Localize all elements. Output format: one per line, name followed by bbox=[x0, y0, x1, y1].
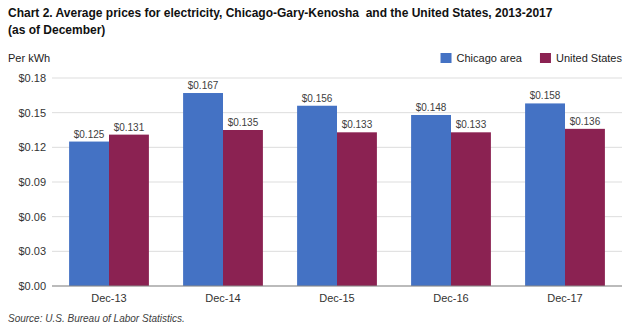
bar bbox=[297, 106, 337, 286]
y-tick-label: $0.12 bbox=[18, 141, 46, 153]
data-label: $0.158 bbox=[530, 90, 561, 101]
data-label: $0.167 bbox=[188, 80, 219, 91]
title: Chart 2. Average prices for electricity,… bbox=[8, 6, 553, 20]
bar bbox=[451, 132, 491, 286]
y-tick-label: $0.00 bbox=[18, 280, 46, 292]
data-label: $0.133 bbox=[456, 119, 487, 130]
data-label: $0.136 bbox=[570, 116, 601, 127]
bar bbox=[223, 130, 263, 286]
grid-line bbox=[52, 78, 622, 79]
grid-line bbox=[52, 286, 622, 287]
y-tick-label: $0.03 bbox=[18, 245, 46, 257]
data-label: $0.148 bbox=[416, 102, 447, 113]
x-tick-label: Dec-13 bbox=[91, 292, 126, 304]
x-tick-label: Dec-17 bbox=[547, 292, 582, 304]
bar bbox=[411, 115, 451, 286]
bar bbox=[525, 103, 565, 286]
data-labels: $0.125 $0.167 $0.156 $0.148 $0.158 $0.131 $0.1… bbox=[74, 80, 601, 140]
legend: United States Chicago area bbox=[441, 52, 623, 64]
y-tick-label: $0.18 bbox=[18, 72, 46, 84]
data-label: $0.133 bbox=[342, 119, 373, 130]
data-label: $0.131 bbox=[114, 122, 145, 133]
grid bbox=[52, 78, 622, 286]
bar bbox=[69, 142, 109, 286]
x-tick-label: Dec-15 bbox=[319, 292, 354, 304]
x-tick-label: Dec-16 bbox=[433, 292, 468, 304]
data-label: $0.156 bbox=[302, 93, 333, 104]
legend-swatch bbox=[540, 53, 551, 63]
bars bbox=[69, 93, 605, 286]
x-axis-line bbox=[52, 286, 622, 287]
x-tick-label: Dec-14 bbox=[205, 292, 240, 304]
bar bbox=[183, 93, 223, 286]
y-tick-label: $0.15 bbox=[18, 107, 46, 119]
legend-label: Chicago area bbox=[457, 52, 523, 64]
y-tick-label: $0.09 bbox=[18, 176, 46, 188]
data-label: $0.135 bbox=[228, 117, 259, 128]
y-axis-label: Per kWh bbox=[8, 52, 50, 64]
data-label: $0.125 bbox=[74, 129, 105, 140]
source: Source: U.S. Bureau of Labor Statistics. bbox=[8, 313, 185, 324]
bar bbox=[337, 132, 377, 286]
bar bbox=[109, 135, 149, 286]
y-tick-label: $0.06 bbox=[18, 211, 46, 223]
subtitle: (as of December) bbox=[8, 23, 105, 37]
bar bbox=[565, 129, 605, 286]
legend-label: United States bbox=[556, 52, 623, 64]
chart: Chart 2. Average prices for electricity,… bbox=[0, 0, 633, 330]
legend-swatch bbox=[441, 53, 452, 63]
